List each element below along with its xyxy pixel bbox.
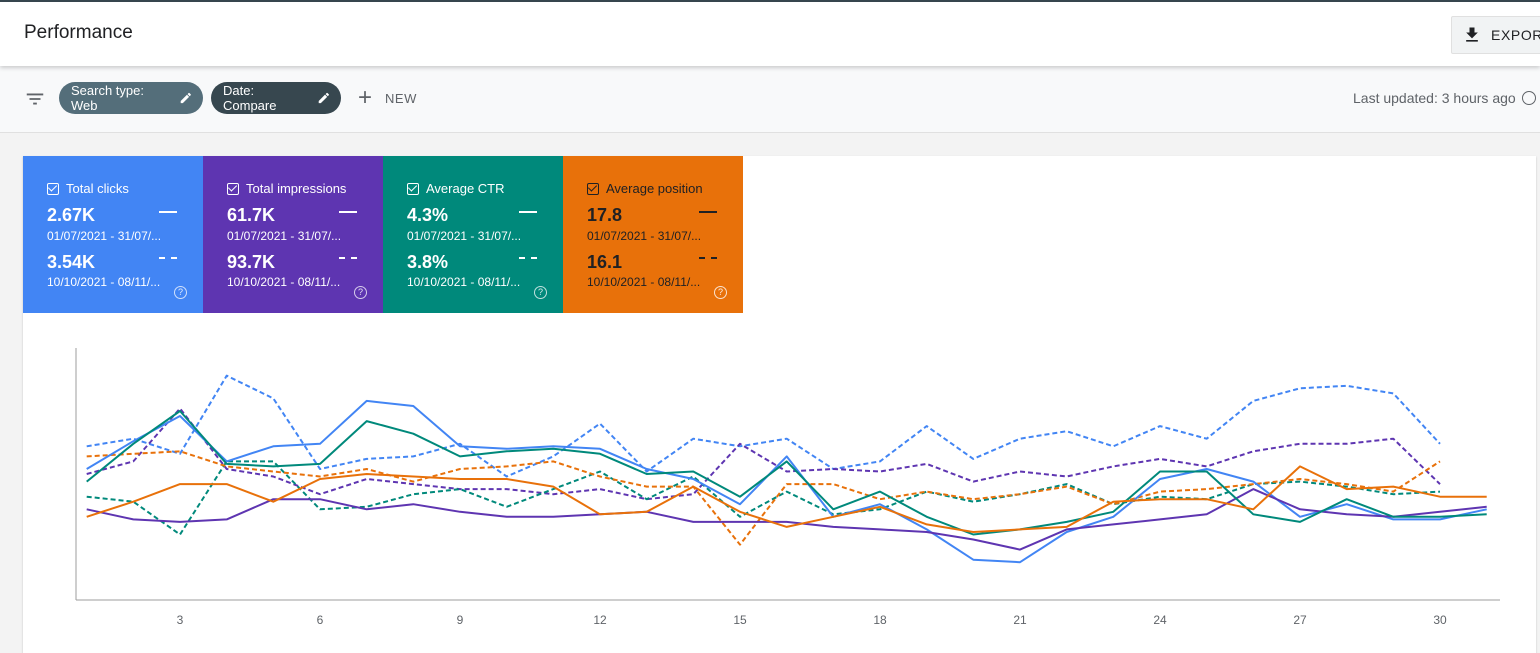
dashed-line-legend <box>159 257 177 259</box>
performance-card: Total clicks 2.67K 01/07/2021 - 31/07/..… <box>23 156 1536 653</box>
metric-label: Total clicks <box>66 181 129 196</box>
date-compare-chip-label: Date: Compare <box>223 83 277 113</box>
checkbox-icon[interactable] <box>407 182 419 195</box>
metric-value-period2: 3.8% <box>407 252 449 272</box>
search-type-chip[interactable]: Search type: Web <box>59 82 203 114</box>
x-tick-label: 3 <box>177 613 184 627</box>
series-line-total-clicks-period-1 <box>86 399 1487 564</box>
x-tick-label: 24 <box>1153 613 1167 627</box>
download-icon <box>1466 27 1478 42</box>
metric-total-impressions[interactable]: Total impressions 61.7K 01/07/2021 - 31/… <box>203 156 383 313</box>
solid-line-legend <box>339 211 357 213</box>
metric-date-period1: 01/07/2021 - 31/07/... <box>587 229 702 243</box>
series-line-average-position-period-2 <box>86 450 1441 546</box>
metric-label: Average position <box>606 181 703 196</box>
x-tick-label: 27 <box>1293 613 1307 627</box>
help-icon[interactable]: ? <box>714 286 727 299</box>
page-title: Performance <box>24 22 133 43</box>
dashed-line-legend <box>699 257 717 259</box>
metric-label: Average CTR <box>426 181 505 196</box>
metric-date-period1: 01/07/2021 - 31/07/... <box>407 229 522 243</box>
x-tick-label: 21 <box>1013 613 1027 627</box>
metric-name: Average position <box>587 181 703 196</box>
metric-label: Total impressions <box>246 181 347 196</box>
metric-value-period1: 17.8 <box>587 205 623 225</box>
export-label: EXPORT <box>1491 27 1540 43</box>
last-updated-label: Last updated: 3 hours ago <box>1353 90 1516 106</box>
metric-date-period1: 01/07/2021 - 31/07/... <box>227 229 342 243</box>
series-line-total-impressions-period-2 <box>86 407 1441 501</box>
edit-icon <box>319 92 330 104</box>
x-tick-label: 6 <box>317 613 324 627</box>
date-compare-chip[interactable]: Date: Compare <box>211 82 341 114</box>
metric-date-period2: 10/10/2021 - 08/11/... <box>587 275 701 289</box>
plus-icon: + <box>358 84 373 111</box>
top-accent-line <box>0 0 1540 2</box>
metric-date-period1: 01/07/2021 - 31/07/... <box>47 229 162 243</box>
help-icon[interactable]: ? <box>354 286 367 299</box>
checkbox-icon[interactable] <box>47 182 59 195</box>
metric-name: Total impressions <box>227 181 346 196</box>
metric-value-period1: 4.3% <box>407 205 449 225</box>
series-line-total-clicks-period-2 <box>86 374 1441 478</box>
metric-name: Average CTR <box>407 181 505 196</box>
series-line-average-position-period-1 <box>86 465 1487 533</box>
x-tick-label: 9 <box>457 613 464 627</box>
metric-name: Total clicks <box>47 181 129 196</box>
export-button[interactable]: EXPORT <box>1451 16 1540 54</box>
metric-total-clicks[interactable]: Total clicks 2.67K 01/07/2021 - 31/07/..… <box>23 156 203 313</box>
metric-date-period2: 10/10/2021 - 08/11/... <box>47 275 161 289</box>
search-type-chip-label: Search type: Web <box>71 83 144 113</box>
last-updated-text: Last updated: 3 hours ago <box>1353 90 1536 106</box>
metric-value-period2: 93.7K <box>227 252 276 272</box>
help-icon[interactable]: ? <box>174 286 187 299</box>
performance-line-chart: 3 6 9 12 15 18 21 24 27 30 <box>75 348 1500 627</box>
solid-line-legend <box>699 211 717 213</box>
series-line-average-ctr-period-1 <box>86 410 1487 536</box>
metric-value-period2: 3.54K <box>47 252 96 272</box>
metric-value-period1: 61.7K <box>227 205 276 225</box>
series-line-total-impressions-period-1 <box>86 488 1487 551</box>
dashed-line-legend <box>339 257 357 259</box>
checkbox-icon[interactable] <box>227 182 239 195</box>
dashed-line-legend <box>519 257 537 259</box>
metric-average-position[interactable]: Average position 17.8 01/07/2021 - 31/07… <box>563 156 743 313</box>
page-header: Performance EXPORT <box>0 2 1540 66</box>
metric-value-period2: 16.1 <box>587 252 623 272</box>
solid-line-legend <box>519 211 537 213</box>
new-filter-button[interactable]: + NEW <box>358 84 417 111</box>
metric-date-period2: 10/10/2021 - 08/11/... <box>407 275 521 289</box>
filter-icon[interactable] <box>24 88 46 110</box>
x-tick-label: 30 <box>1433 613 1447 627</box>
solid-line-legend <box>159 211 177 213</box>
filter-bar: Search type: Web Date: Compare + NEW Las… <box>0 66 1540 133</box>
metric-value-period1: 2.67K <box>47 205 96 225</box>
x-tick-label: 15 <box>733 613 747 627</box>
x-tick-label: 12 <box>593 613 607 627</box>
edit-icon <box>181 92 192 104</box>
metric-date-period2: 10/10/2021 - 08/11/... <box>227 275 341 289</box>
help-icon[interactable] <box>1521 91 1536 105</box>
metric-average-ctr[interactable]: Average CTR 4.3% 01/07/2021 - 31/07/... … <box>383 156 563 313</box>
help-icon[interactable]: ? <box>534 286 547 299</box>
checkbox-icon[interactable] <box>587 182 599 195</box>
x-tick-label: 18 <box>873 613 887 627</box>
new-filter-label: NEW <box>385 90 417 106</box>
